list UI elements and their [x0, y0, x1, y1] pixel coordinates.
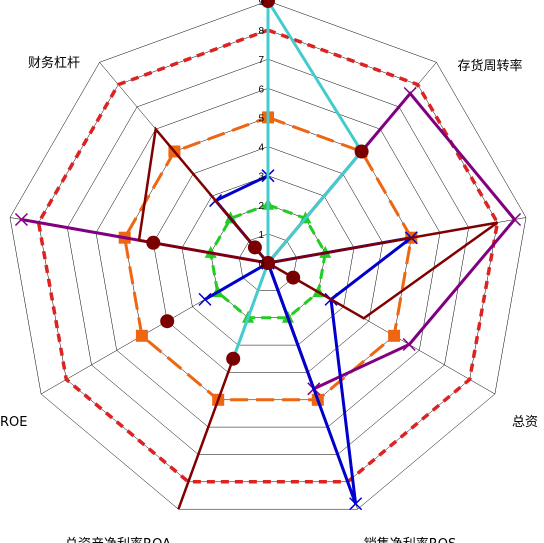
axis-label: ROE [0, 415, 27, 430]
tick-label: 8 [258, 26, 264, 37]
axis-label: 销售净利率ROS [364, 536, 457, 543]
tick-label: 3 [258, 172, 264, 183]
axis-label: 总资 [512, 415, 538, 430]
data-point [402, 337, 416, 352]
data-point [354, 144, 369, 159]
radar-series [14, 0, 522, 511]
tick-label: 9 [258, 0, 264, 8]
tick-label: 1 [258, 230, 264, 241]
data-point [160, 314, 175, 329]
grid-ring [67, 58, 469, 455]
series-line [231, 0, 364, 360]
series-line [21, 91, 517, 391]
tick-label: 2 [258, 201, 264, 212]
data-point [135, 329, 148, 342]
data-point [388, 329, 401, 342]
tick-label: 4 [258, 143, 264, 154]
tick-label: 0 [258, 259, 264, 270]
data-point [261, 256, 275, 270]
axis-label: 总资产净利率ROA [65, 536, 171, 543]
tick-label: 5 [258, 113, 264, 124]
tick-label: 6 [258, 84, 264, 95]
axis-label: 存货周转率 [457, 58, 522, 74]
data-point [198, 292, 212, 306]
series-line [36, 28, 500, 484]
data-point [226, 351, 241, 366]
grid-ring [239, 233, 297, 291]
data-point [286, 270, 301, 285]
data-point [508, 212, 522, 227]
data-point [146, 235, 161, 250]
data-point [403, 86, 417, 101]
axis-label: 财务杠杆 [28, 55, 80, 71]
tick-label: 7 [258, 55, 264, 66]
data-point [14, 212, 28, 227]
data-point [247, 240, 262, 255]
series-line [209, 203, 327, 320]
data-point [349, 497, 363, 511]
series-line [137, 126, 499, 510]
data-point [261, 0, 275, 8]
grid-ring [9, 0, 527, 510]
grid-ring [181, 175, 355, 346]
series-line [123, 115, 413, 402]
grid-ring [95, 88, 441, 428]
grid-ring [153, 146, 383, 373]
